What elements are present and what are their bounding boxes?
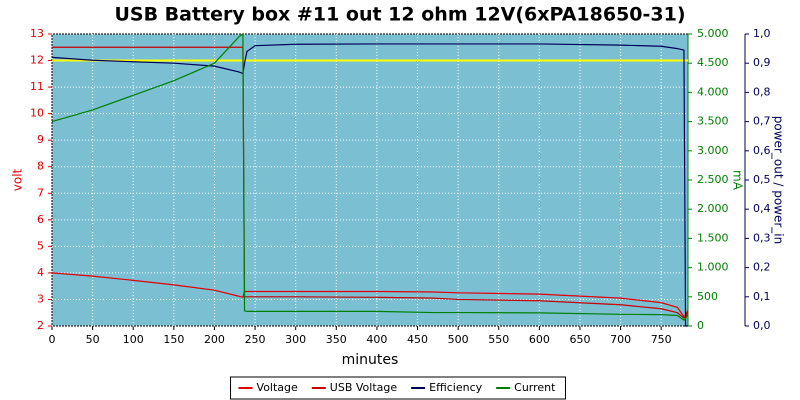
y-tick-label: 8 [37, 160, 44, 173]
y-tick-label: 9 [37, 133, 44, 146]
y2-tick-label: 1.000 [697, 261, 729, 274]
y2-tick-label: 500 [697, 290, 718, 303]
x-tick-label: 300 [285, 333, 306, 346]
x-tick-label: 700 [610, 333, 631, 346]
y2-tick-label: 0 [697, 319, 704, 332]
x-tick-label: 650 [569, 333, 590, 346]
x-tick-label: 400 [366, 333, 387, 346]
y2-tick-label: 2.000 [697, 202, 729, 215]
y2-axis-label: mA [731, 170, 745, 191]
legend-label: Current [514, 381, 556, 394]
legend-label: Efficiency [429, 381, 482, 394]
y-tick-label: 5 [37, 239, 44, 252]
x-tick-label: 200 [204, 333, 225, 346]
y3-tick-label: 0,6 [753, 144, 771, 157]
legend-label: USB Voltage [330, 381, 398, 394]
y-axis-label: volt [11, 168, 25, 191]
x-tick-label: 100 [123, 333, 144, 346]
x-tick-label: 150 [163, 333, 184, 346]
y3-tick-label: 0,8 [753, 85, 771, 98]
series-line [51, 43, 688, 327]
y3-tick-label: 0,1 [753, 290, 771, 303]
y-tick-label: 3 [37, 292, 44, 305]
x-tick-label: 350 [326, 333, 347, 346]
y2-tick-label: 4.500 [697, 56, 729, 69]
y3-tick-label: 0,4 [753, 202, 771, 215]
y3-tick-label: 0,7 [753, 115, 771, 128]
y-tick-label: 4 [37, 266, 44, 279]
y3-tick-label: 1,0 [753, 27, 771, 40]
x-tick-label: 500 [448, 333, 469, 346]
series-line [51, 272, 689, 318]
x-tick-label: 250 [245, 333, 266, 346]
x-tick-label: 0 [49, 333, 56, 346]
plot-area [51, 33, 689, 327]
y3-tick-label: 0,2 [753, 261, 771, 274]
series-line [52, 46, 689, 319]
x-tick-label: 750 [651, 333, 672, 346]
y3-tick-label: 0,9 [753, 56, 771, 69]
y3-tick-label: 0,5 [753, 173, 771, 186]
x-tick-label: 450 [407, 333, 428, 346]
x-tick-label: 50 [86, 333, 100, 346]
y3-axis-label: power_out / power_in [772, 116, 786, 244]
y2-tick-label: 1.500 [697, 231, 729, 244]
chart-title: USB Battery box #11 out 12 ohm 12V(6xPA1… [114, 4, 685, 26]
legend-box [230, 376, 566, 400]
y-tick-label: 12 [30, 54, 44, 67]
y3-tick-label: 0,3 [753, 231, 771, 244]
y2-tick-label: 3.000 [697, 144, 729, 157]
x-tick-label: 600 [529, 333, 550, 346]
y3-tick-label: 0,0 [753, 319, 771, 332]
y-tick-label: 7 [37, 186, 44, 199]
y2-tick-label: 4.000 [697, 85, 729, 98]
y2-tick-label: 2.500 [697, 173, 729, 186]
y-tick-label: 11 [30, 80, 44, 93]
y-tick-label: 6 [37, 213, 44, 226]
y2-tick-label: 3.500 [697, 115, 729, 128]
y-tick-label: 10 [30, 107, 44, 120]
y-tick-label: 2 [37, 319, 44, 332]
y2-tick-label: 5.000 [697, 27, 729, 40]
x-tick-label: 550 [488, 333, 509, 346]
y-tick-label: 13 [30, 27, 44, 40]
x-axis-label: minutes [342, 352, 399, 368]
series-line [51, 32, 689, 321]
legend-label: Voltage [257, 381, 298, 394]
